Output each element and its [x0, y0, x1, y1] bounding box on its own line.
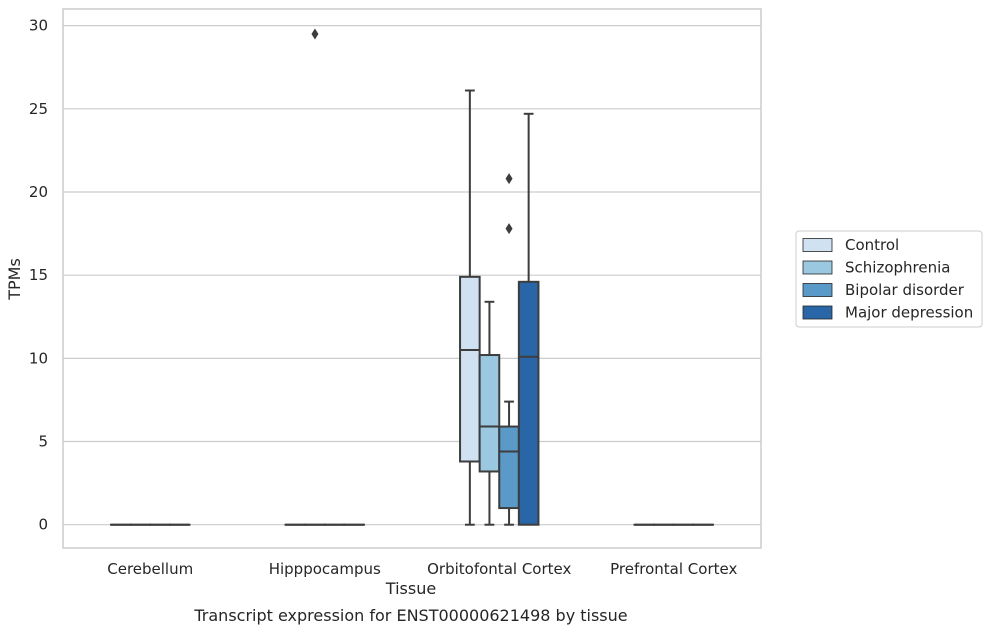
outlier-point — [311, 28, 319, 40]
y-axis-label: TPMs — [5, 258, 24, 301]
legend: Control Schizophrenia Bipolar disorder Majo… — [795, 230, 983, 328]
y-tick-label: 30 — [29, 17, 48, 35]
box-iqr — [459, 275, 481, 463]
grid-lines — [63, 25, 761, 526]
x-tick-label: Cerebellum — [107, 560, 193, 578]
y-tick-labels: 0 5 10 15 20 25 30 — [29, 17, 48, 534]
box-schizophrenia — [304, 28, 326, 526]
box-control — [459, 89, 481, 526]
x-tick-label: Prefrontal Cortex — [610, 560, 737, 578]
y-tick-label: 5 — [38, 433, 48, 451]
x-tick-label: Orbitofontal Cortex — [427, 560, 571, 578]
y-tick-label: 20 — [29, 183, 48, 201]
legend-swatch — [802, 283, 833, 297]
plot-border — [62, 8, 762, 549]
legend-label: Control — [845, 236, 899, 254]
boxes — [110, 28, 714, 526]
box-schizophrenia — [478, 300, 501, 526]
x-tick-label: Hipppocampus — [269, 560, 381, 578]
legend-item: Bipolar disorder — [802, 281, 965, 299]
y-tick-label: 15 — [29, 266, 48, 284]
y-tick-label: 25 — [29, 100, 48, 118]
plot-frame — [62, 8, 762, 549]
outlier-point — [505, 173, 513, 185]
x-axis-label: Tissue — [385, 579, 436, 598]
legend-label: Bipolar disorder — [845, 281, 965, 299]
legend-frame — [795, 230, 983, 328]
legend-item: Schizophrenia — [802, 259, 950, 277]
box-major-depression — [517, 112, 540, 526]
box-bipolar-disorder — [498, 173, 520, 526]
y-tick-label: 0 — [38, 516, 48, 534]
legend-swatch — [802, 238, 833, 252]
box-iqr — [517, 280, 540, 526]
outlier-point — [505, 223, 513, 235]
legend-label: Major depression — [845, 304, 973, 322]
box-iqr — [498, 425, 520, 510]
box-iqr — [478, 354, 501, 473]
legend-swatch — [802, 260, 833, 275]
y-tick-label: 10 — [29, 349, 48, 367]
legend-item: Major depression — [802, 304, 973, 322]
x-tick-labels: Cerebellum Hipppocampus Orbitofontal Corte… — [107, 560, 737, 578]
legend-item: Control — [802, 236, 899, 254]
legend-label: Schizophrenia — [845, 259, 950, 277]
chart-title: Transcript expression for ENST0000062149… — [193, 606, 627, 625]
legend-swatch — [802, 305, 833, 320]
